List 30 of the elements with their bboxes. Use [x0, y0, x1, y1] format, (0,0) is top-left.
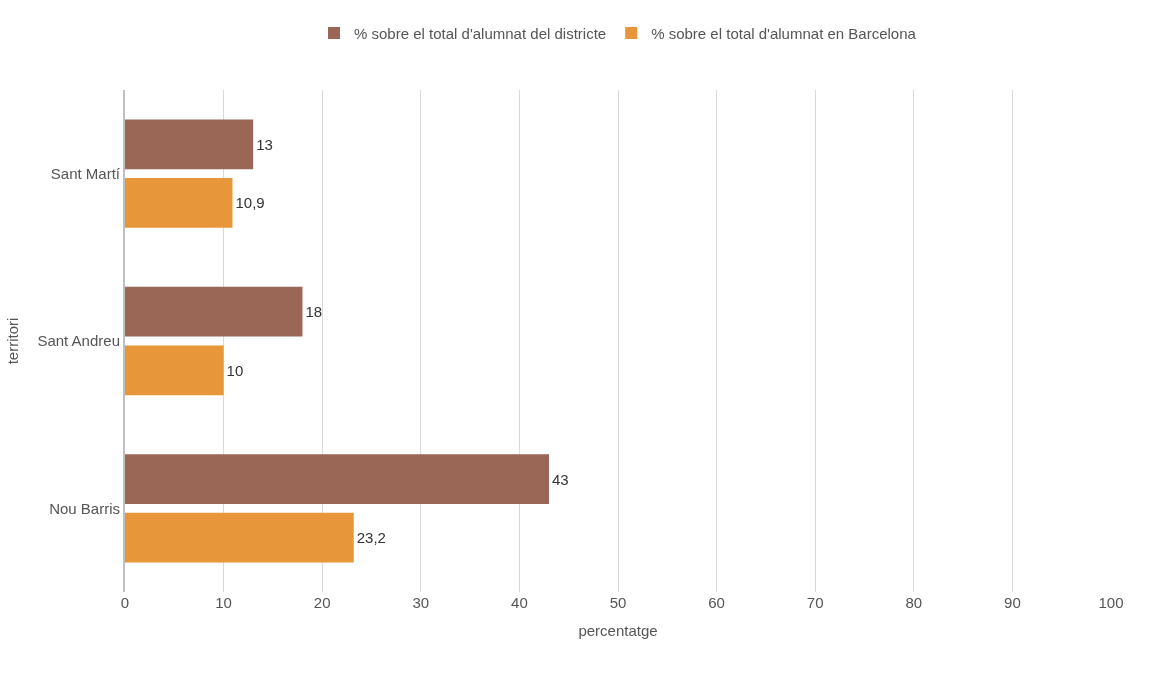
legend-label: % sobre el total d'alumnat en Barcelona: [651, 24, 917, 42]
data-label: 13: [256, 135, 273, 153]
x-tick-label: 70: [806, 594, 824, 611]
x-tick-label: 20: [313, 594, 331, 611]
x-tick-label: 100: [1098, 594, 1124, 611]
x-tick-label: 90: [1004, 594, 1021, 611]
y-axis-title: territori: [4, 317, 22, 365]
y-tick-label: Sant Martí: [50, 164, 121, 182]
x-tick-label: 40: [511, 594, 528, 611]
y-tick-label: Sant Andreu: [37, 332, 120, 350]
bar: [125, 454, 549, 504]
x-tick-label: 0: [120, 594, 130, 611]
x-tick-label: 60: [708, 594, 725, 611]
data-label: 43: [551, 470, 569, 488]
x-tick-label: 30: [412, 594, 430, 611]
x-tick-label: 10: [215, 594, 232, 611]
x-tick-label: 50: [609, 594, 627, 611]
data-label: 23,2: [356, 529, 386, 547]
bar: [125, 286, 303, 337]
data-label: 18: [305, 303, 323, 321]
data-label: 10,9: [235, 194, 265, 212]
bar: [125, 345, 224, 396]
legend-label: % sobre el total d'alumnat del districte: [354, 24, 607, 42]
data-label: 10: [226, 361, 244, 379]
bar: [125, 178, 233, 228]
bar: [125, 119, 254, 170]
bar: [125, 512, 354, 563]
x-axis-title: percentatge: [578, 622, 658, 639]
y-tick-label: Nou Barris: [49, 499, 120, 517]
x-tick-label: 80: [905, 594, 923, 611]
